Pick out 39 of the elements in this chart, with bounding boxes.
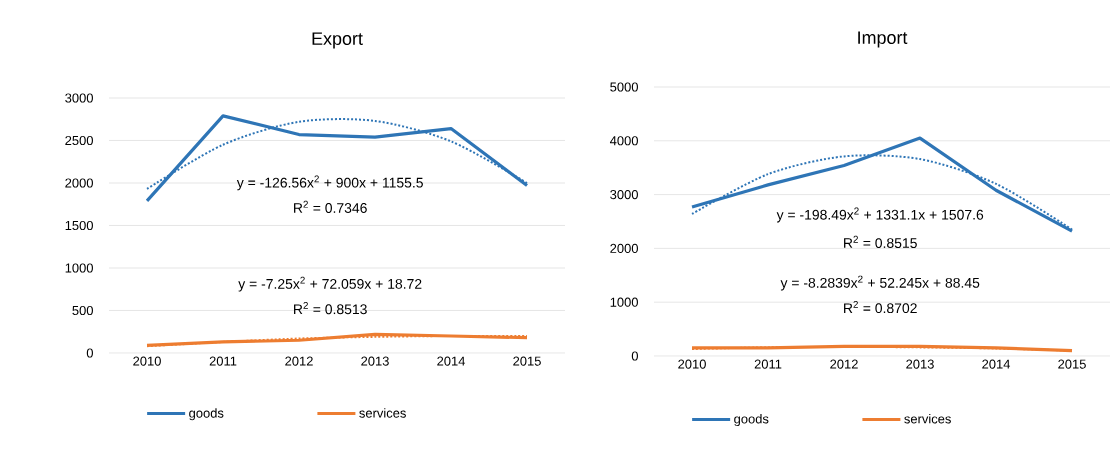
y-tick-label: 1000 <box>65 263 93 273</box>
x-tick-label: 2015 <box>1058 359 1086 369</box>
legend-label: goods <box>734 413 769 427</box>
y-tick-label: 0 <box>631 351 638 361</box>
annotation: R$^{2}$ = 0.8513 <box>294 302 367 315</box>
x-tick-label: 2011 <box>754 359 782 369</box>
annotation: R$^{2}$ = 0.8515 <box>844 235 917 249</box>
annotation: y = -8.2839x$^{2}$ + 52.245x + 88.45 <box>780 275 980 291</box>
x-tick-label: 2010 <box>133 356 161 366</box>
legend-label: services <box>359 408 406 418</box>
chart-title: Export <box>312 32 363 49</box>
y-tick-label: 500 <box>72 305 93 316</box>
y-tick-label: 2500 <box>65 135 93 146</box>
annotation: y = -7.25x$^{2}$ + 72.059x + 18.72 <box>238 276 422 292</box>
x-tick-label: 2013 <box>906 359 934 369</box>
y-tick-label: 1500 <box>65 220 93 231</box>
y-tick-label: 0 <box>86 348 93 358</box>
x-tick-label: 2011 <box>209 356 237 366</box>
y-tick-label: 2000 <box>65 178 93 188</box>
annotation: y = -198.49x$^{2}$ + 1331.1x + 1507.6 <box>776 207 984 223</box>
legend-label: services <box>904 413 951 424</box>
y-tick-label: 3000 <box>610 190 638 200</box>
x-tick-label: 2014 <box>982 359 1011 369</box>
annotation: R$^{2}$ = 0.8702 <box>844 300 917 314</box>
y-tick-label: 3000 <box>65 93 93 103</box>
x-tick-label: 2014 <box>437 356 466 366</box>
x-tick-label: 2015 <box>513 356 541 366</box>
y-tick-label: 4000 <box>609 136 638 146</box>
legend-label: goods <box>189 408 224 421</box>
annotation: R$^{2}$ = 0.7346 <box>294 200 367 213</box>
x-tick-label: 2010 <box>678 359 706 369</box>
y-tick-label: 1000 <box>610 297 638 307</box>
x-tick-label: 2013 <box>361 356 389 366</box>
x-tick-label: 2012 <box>830 359 858 369</box>
x-tick-label: 2012 <box>285 356 313 366</box>
chart-title: Import <box>858 31 908 48</box>
y-tick-label: 5000 <box>610 82 638 92</box>
y-tick-label: 2000 <box>610 243 638 253</box>
annotation: y = -126.56x$^{2}$ + 900x + 1155.5 <box>236 175 423 191</box>
